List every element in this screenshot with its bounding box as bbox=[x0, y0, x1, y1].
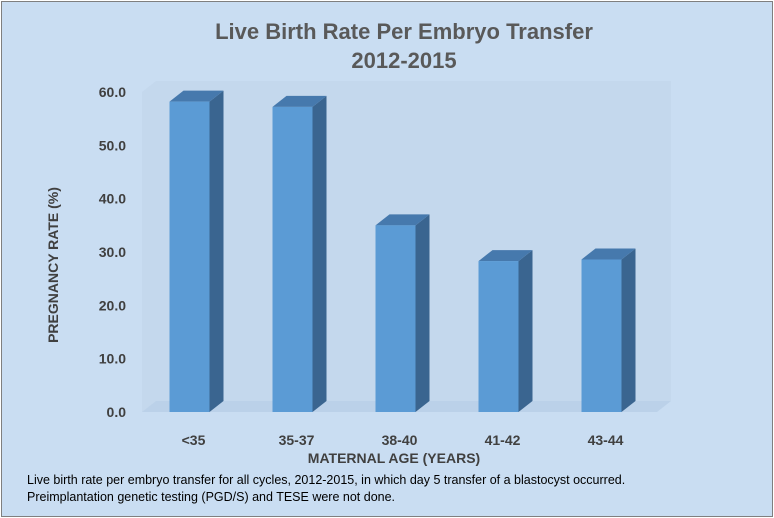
x-tick-label: 38-40 bbox=[382, 432, 418, 448]
bar bbox=[581, 248, 636, 412]
bars bbox=[169, 90, 636, 412]
bar-side bbox=[312, 95, 327, 412]
bar-front bbox=[375, 225, 416, 412]
bar-top bbox=[272, 95, 327, 107]
chart-title-line-1: Live Birth Rate Per Embryo Transfer bbox=[215, 19, 593, 44]
bar-front bbox=[581, 259, 622, 412]
y-tick-label: 20.0 bbox=[99, 297, 126, 313]
bar-top bbox=[478, 250, 533, 262]
bar bbox=[169, 90, 224, 412]
x-tick-label: 35-37 bbox=[279, 432, 315, 448]
bar-side bbox=[518, 250, 533, 412]
bar-side bbox=[415, 214, 430, 412]
bar-front bbox=[169, 101, 210, 412]
bar bbox=[375, 214, 430, 412]
bar bbox=[478, 250, 533, 412]
bar-front bbox=[272, 106, 313, 412]
y-tick-label: 60.0 bbox=[99, 84, 126, 100]
caption-line-1: Live birth rate per embryo transfer for … bbox=[27, 473, 626, 487]
bar-top bbox=[375, 214, 430, 226]
y-tick-label: 40.0 bbox=[99, 191, 126, 207]
y-tick-label: 30.0 bbox=[99, 244, 126, 260]
y-axis-title: PREGNANCY RATE (%) bbox=[45, 187, 61, 343]
y-axis-ticks: 0.0 10.0 20.0 30.0 40.0 50.0 60.0 bbox=[99, 84, 126, 420]
chart-title-line-2: 2012-2015 bbox=[351, 48, 456, 73]
caption-line-2: Preimplantation genetic testing (PGD/S) … bbox=[27, 490, 396, 504]
y-tick-label: 50.0 bbox=[99, 137, 126, 153]
bar-side bbox=[621, 248, 636, 412]
y-tick-label: 10.0 bbox=[99, 351, 126, 367]
x-tick-label: 43-44 bbox=[588, 432, 624, 448]
x-tick-label: <35 bbox=[182, 432, 206, 448]
bar-front bbox=[478, 261, 519, 412]
bar-top bbox=[169, 90, 224, 102]
x-axis-categories: <35 35-37 38-40 41-42 43-44 bbox=[182, 432, 624, 448]
chart-caption: Live birth rate per embryo transfer for … bbox=[27, 472, 757, 506]
bar bbox=[272, 95, 327, 412]
bar-side bbox=[209, 90, 224, 412]
bar-top bbox=[581, 248, 636, 260]
x-axis-title: MATERNAL AGE (YEARS) bbox=[308, 450, 480, 466]
y-tick-label: 0.0 bbox=[107, 404, 127, 420]
x-tick-label: 41-42 bbox=[485, 432, 521, 448]
